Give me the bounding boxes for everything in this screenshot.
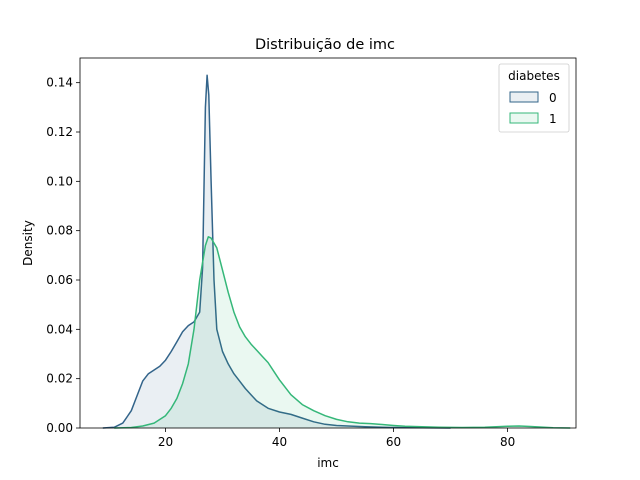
x-tick-label: 80 <box>500 435 515 449</box>
y-tick-label: 0.06 <box>46 273 73 287</box>
x-tick-label: 40 <box>272 435 287 449</box>
series-1-line <box>114 236 571 429</box>
x-tick-label: 20 <box>158 435 173 449</box>
y-tick-label: 0.04 <box>46 322 73 336</box>
y-tick-label: 0.08 <box>46 224 73 238</box>
y-tick-label: 0.10 <box>46 174 73 188</box>
legend-title: diabetes <box>508 69 560 83</box>
chart-title: Distribuição de imc <box>255 37 395 53</box>
legend-label-1: 1 <box>549 112 557 126</box>
y-tick-label: 0.12 <box>46 125 73 139</box>
y-tick-label: 0.14 <box>46 76 73 90</box>
plot-frame <box>79 57 577 429</box>
series-1-area <box>114 236 571 428</box>
legend: diabetes 0 1 <box>498 63 570 133</box>
x-tick-label: 60 <box>386 435 401 449</box>
series-0-area <box>102 75 451 429</box>
series-0-line <box>102 74 451 429</box>
legend-label-0: 0 <box>549 91 557 105</box>
y-axis: 0.00 0.02 0.04 0.06 0.08 0.10 0.12 0.14 <box>46 76 80 435</box>
y-tick-label: 0.00 <box>46 421 73 435</box>
x-axis-label: imc <box>317 456 339 470</box>
plot-area <box>79 57 577 429</box>
legend-swatch-0 <box>509 91 539 103</box>
y-tick-label: 0.02 <box>46 372 73 386</box>
legend-box <box>498 63 570 133</box>
x-axis: 20 40 60 80 <box>158 428 515 449</box>
legend-swatch-1 <box>509 112 539 124</box>
y-axis-label: Density <box>21 220 35 266</box>
